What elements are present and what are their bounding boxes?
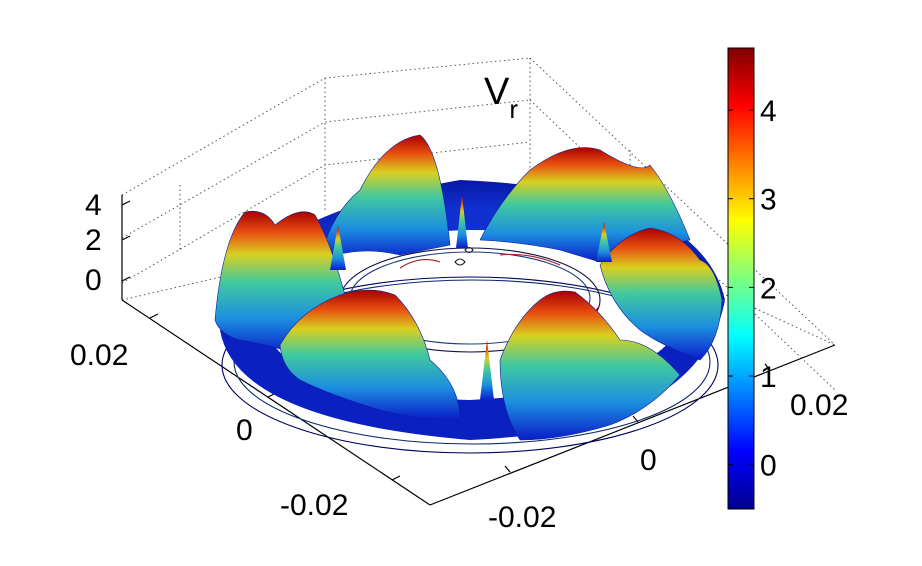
colorbar-gradient [727,47,755,510]
axes-3d [121,57,836,506]
plot-title: Vr [484,71,518,124]
tick-mark [121,200,131,282]
z-tick-label: 2 [85,224,102,257]
colorbar: 0 1 2 3 4 [727,47,777,510]
y-tick-label: -0.02 [488,501,556,534]
surface-spike [330,225,346,270]
surface-peak [279,289,461,421]
surface-spike [596,222,612,262]
colorbar-tick-label: 3 [760,184,777,217]
colorbar-tick-label: 4 [760,95,777,128]
y-tick-label: 0 [640,444,657,477]
surface-peak [499,290,681,441]
surface-peak [599,227,723,361]
x-tick-labels: 0.02 0 -0.02 [70,339,348,522]
x-tick-label: -0.02 [280,489,348,522]
surface-spike [456,195,468,248]
z-tick-label: 4 [85,189,102,222]
contour-line [499,253,561,266]
y-axis-line [429,344,836,506]
surface-spike [480,340,494,400]
contour-line [454,258,466,266]
x-tick-label: 0 [236,414,253,447]
x-axis-line [121,299,431,506]
y-tick-labels: -0.02 0 0.02 [488,389,848,534]
y-tick-label: 0.02 [790,389,848,422]
surface-peak [319,134,451,261]
surface-ring [214,134,725,441]
colorbar-tick-label: 0 [760,450,777,483]
z-tick-labels: 4 2 0 [85,189,102,297]
x-tick-label: 0.02 [70,339,128,372]
grid-line [121,57,531,196]
contour-line [221,276,719,454]
colorbar-tick-label: 2 [760,272,777,305]
colorbar-tick-label: 1 [760,361,777,394]
contour-line [399,259,441,269]
z-tick-label: 0 [85,264,102,297]
grid-line [121,99,531,239]
